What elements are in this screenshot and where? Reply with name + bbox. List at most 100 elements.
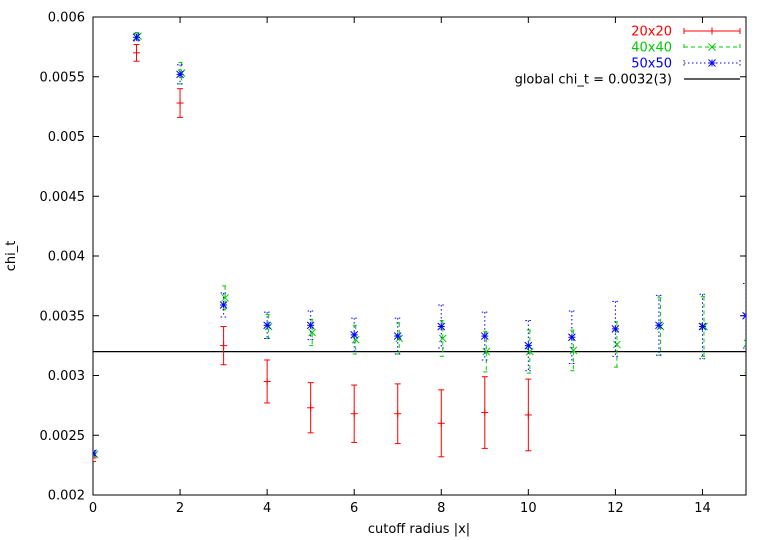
data-point [480,332,489,340]
data-point-d2 [655,321,663,330]
data-point [221,293,229,302]
legend-label-20x20: 20x20 [631,25,672,40]
data-point [93,449,97,458]
legend-marker [708,59,716,67]
data-point-d2 [306,321,315,330]
data-point [93,454,97,462]
data-point [568,333,576,342]
x-tick-label: 4 [263,501,271,516]
data-point [133,49,141,57]
legend-label-40x40: 40x40 [631,41,672,56]
legend-label-reference: global chi_t = 0.0032(3) [515,73,672,88]
data-point-d2 [393,332,402,340]
y-tick-label: 0.002 [48,489,85,504]
y-tick-label: 0.003 [48,369,85,384]
data-point [525,347,534,356]
data-point-d2 [611,325,620,333]
data-point [306,321,315,330]
data-point-d2 [525,347,534,356]
data-point [219,301,228,309]
data-point [743,339,746,348]
legend-marker-d2 [708,43,716,51]
x-tick-labels: 0 2 4 6 8 10 12 14 [89,501,711,516]
data-point-d2 [613,340,621,349]
data-point-d2 [742,315,746,320]
data-point [350,331,359,339]
data-point [524,411,532,419]
data-point-d2 [482,347,491,356]
data-point [611,325,620,333]
data-point-d2 [698,322,707,331]
data-point-d1 [93,452,97,458]
data-point [308,328,317,337]
data-point-d2 [480,332,489,340]
data-point-d2 [351,335,360,344]
data-point-d2 [438,334,447,343]
y-tick-label: 0.006 [48,11,85,26]
data-point-d2 [524,341,533,350]
data-point-d2 [93,449,97,454]
x-tick-label: 2 [176,501,184,516]
data-point [438,334,447,343]
x-tick-label: 6 [350,501,358,516]
series-40x40 [93,32,746,459]
y-axis-label: chi_t [4,241,19,272]
data-point [132,33,141,42]
data-point [482,347,491,356]
y-tick-label: 0.0045 [40,190,86,205]
data-point [220,342,228,350]
data-point [481,409,489,417]
data-point [393,332,402,340]
data-point [524,341,533,350]
data-point-d2 [437,322,446,331]
x-axis-label: cutoff radius |x| [368,522,470,537]
data-point-d2 [743,344,746,348]
series-layer [93,32,746,463]
y-tick-label: 0.0025 [40,429,86,444]
data-point [742,311,746,320]
data-point [176,70,184,79]
data-point-d2 [569,346,578,355]
axis-ticks [92,16,746,496]
plot-frame [92,16,747,496]
data-point-d2 [221,293,229,302]
x-tick-label: 12 [607,501,624,516]
y-tick-label: 0.0035 [40,309,86,324]
legend-label-50x50: 50x50 [631,57,672,72]
y-tick-labels: 0.002 0.0025 0.003 0.0035 0.004 0.0045 0.005 0.… [40,11,86,504]
data-point [176,99,184,107]
data-point [613,340,621,349]
data-point-d2 [219,301,228,309]
data-point [569,346,578,355]
data-point [394,410,402,418]
y-tick-label: 0.0055 [40,70,86,85]
data-point [350,410,358,418]
data-point-d2 [395,334,404,343]
data-point-d2 [263,321,271,330]
data-point [437,419,445,427]
legend-marker [708,27,716,35]
x-tick-label: 0 [89,501,97,516]
x-tick-label: 8 [437,501,445,516]
data-point [351,335,360,344]
data-point [655,321,663,330]
x-tick-label: 14 [694,501,711,516]
y-tick-label: 0.005 [48,130,85,145]
data-point-d2 [350,331,359,339]
data-point [263,321,271,330]
y-tick-label: 0.004 [48,250,85,265]
data-point [437,322,446,331]
data-point [263,377,271,385]
series-50x50 [93,33,746,458]
series-20x20 [93,43,532,463]
legend-marker-d2 [708,59,716,67]
data-point-d2 [176,70,184,79]
data-point-d2 [568,333,576,342]
data-point-d2 [132,33,141,42]
data-point-d1 [742,311,746,317]
data-point [307,404,315,412]
x-tick-label: 10 [520,501,537,516]
data-point-d1 [743,339,746,343]
